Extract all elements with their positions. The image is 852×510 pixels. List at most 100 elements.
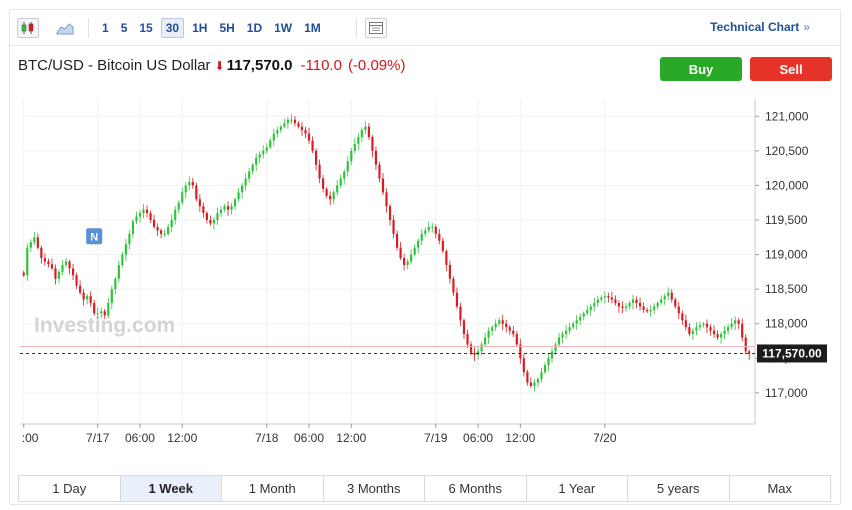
- x-tick-label: 12:00: [336, 431, 366, 445]
- instrument-name: BTC/USD - Bitcoin US Dollar: [18, 57, 211, 74]
- candle-up: [663, 296, 666, 300]
- candle-up: [181, 192, 184, 203]
- y-tick-label: 120,500: [765, 144, 809, 158]
- candle-down: [529, 382, 532, 386]
- technical-chart-link[interactable]: Technical Chart»: [710, 20, 810, 34]
- candle-up: [286, 119, 289, 124]
- candle-up: [557, 337, 561, 345]
- candle-down: [512, 330, 515, 335]
- candle-up: [237, 192, 240, 200]
- candle-up: [628, 302, 631, 307]
- candle-up: [364, 126, 367, 131]
- candle-down: [635, 299, 638, 303]
- y-tick-label: 120,000: [765, 178, 809, 192]
- candle-up: [593, 302, 596, 307]
- candle-up: [536, 379, 540, 383]
- range-tab-3-months[interactable]: 3 Months: [324, 476, 425, 501]
- candle-up: [660, 299, 663, 303]
- candlestick-icon[interactable]: [17, 18, 39, 38]
- candlestick-chart[interactable]: 117,000117,500118,000118,500119,000119,5…: [10, 94, 840, 464]
- interval-1w[interactable]: 1W: [274, 21, 293, 35]
- candle-down: [202, 206, 205, 214]
- candle-down: [392, 220, 395, 234]
- candle-up: [346, 161, 349, 172]
- news-marker[interactable]: [86, 228, 103, 245]
- candle-down: [670, 292, 673, 300]
- interval-15[interactable]: 15: [139, 21, 153, 35]
- interval-1d[interactable]: 1D: [246, 21, 263, 35]
- candle-down: [307, 133, 311, 141]
- candle-up: [691, 330, 694, 335]
- buy-button[interactable]: Buy: [660, 57, 742, 81]
- interval-5[interactable]: 5: [120, 21, 128, 35]
- double-chevron-right-icon: »: [803, 20, 810, 34]
- candle-down: [459, 306, 462, 321]
- candle-up: [734, 320, 737, 324]
- range-tab-6-months[interactable]: 6 Months: [425, 476, 527, 501]
- candle-up: [603, 296, 606, 298]
- candle-up: [424, 230, 427, 234]
- x-tick-label: 12:00: [505, 431, 535, 445]
- candle-up: [216, 213, 219, 221]
- candle-up: [117, 264, 120, 279]
- candle-up: [29, 242, 32, 248]
- x-tick-label: 7/19: [424, 431, 448, 445]
- candle-up: [565, 330, 568, 335]
- candle-down: [712, 330, 716, 335]
- candle-up: [110, 289, 113, 303]
- candle-up: [413, 247, 416, 255]
- interval-1m[interactable]: 1M: [304, 21, 321, 35]
- candle-up: [258, 154, 261, 158]
- sell-button[interactable]: Sell: [750, 57, 832, 81]
- range-tab-max[interactable]: Max: [767, 481, 793, 496]
- candle-down: [395, 233, 399, 248]
- candle-up: [702, 323, 705, 326]
- range-tab-1-day[interactable]: 1 Day: [19, 476, 121, 501]
- candle-up: [653, 306, 656, 310]
- interval-selector: 1 5 15 30 1H 5H 1D 1W 1M: [98, 18, 325, 38]
- range-tab-1-month[interactable]: 1 Month: [222, 476, 324, 501]
- interval-5h[interactable]: 5H: [219, 21, 235, 35]
- news-marker-label: N: [90, 231, 98, 243]
- range-tab-1-week[interactable]: 1 Week: [120, 476, 222, 501]
- interval-30[interactable]: 30: [160, 18, 185, 38]
- candle-down: [610, 297, 613, 300]
- candle-down: [607, 296, 610, 298]
- candle-up: [695, 327, 698, 331]
- toolbar-divider: [356, 18, 357, 38]
- candle-down: [304, 130, 307, 134]
- candle-up: [184, 185, 187, 193]
- candle-down: [399, 247, 402, 259]
- interval-1h[interactable]: 1H: [192, 21, 208, 35]
- candle-up: [57, 271, 61, 279]
- candle-down: [93, 302, 96, 314]
- candle-down: [40, 247, 43, 259]
- candle-down: [160, 230, 163, 234]
- candle-down: [36, 237, 39, 248]
- x-tick-label: :00: [22, 431, 39, 445]
- candle-up: [244, 178, 247, 186]
- candle-up: [420, 233, 423, 241]
- candle-down: [322, 178, 325, 189]
- candle-down: [466, 334, 469, 345]
- y-tick-label: 117,000: [765, 386, 808, 400]
- candle-down: [82, 292, 85, 300]
- candle-up: [167, 226, 170, 234]
- candle-down: [103, 311, 106, 316]
- candle-down: [149, 213, 152, 221]
- candle-up: [487, 330, 490, 338]
- candle-up: [332, 192, 335, 200]
- area-chart-icon[interactable]: [54, 18, 76, 38]
- candle-up: [431, 226, 434, 228]
- candle-down: [325, 188, 328, 196]
- candle-down: [75, 275, 78, 286]
- interval-1[interactable]: 1: [102, 21, 109, 35]
- candle-down: [195, 185, 198, 200]
- x-tick-label: 7/18: [255, 431, 279, 445]
- candle-up: [276, 130, 279, 134]
- layout-icon[interactable]: [365, 18, 387, 38]
- candle-down: [677, 306, 680, 314]
- range-tab-5-years[interactable]: 5 years: [628, 476, 730, 501]
- candle-up: [600, 297, 603, 300]
- range-tab-1-year[interactable]: 1 Year: [527, 476, 628, 501]
